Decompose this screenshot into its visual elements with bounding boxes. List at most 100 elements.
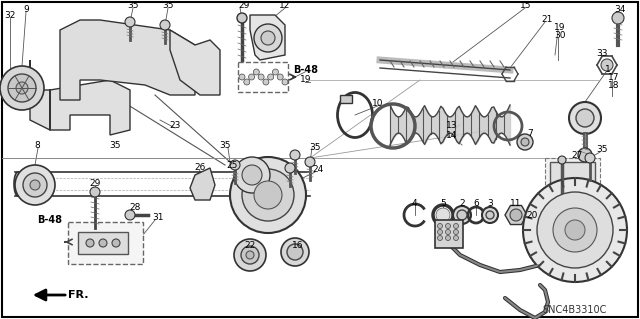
Bar <box>68 222 143 264</box>
Text: 34: 34 <box>614 5 626 14</box>
Circle shape <box>244 79 250 85</box>
Text: 35: 35 <box>109 142 121 151</box>
Circle shape <box>237 13 247 23</box>
Circle shape <box>16 82 28 94</box>
Circle shape <box>8 74 36 102</box>
Circle shape <box>612 12 624 24</box>
Circle shape <box>99 239 107 247</box>
Circle shape <box>263 79 269 85</box>
Circle shape <box>453 206 471 224</box>
Text: B-48: B-48 <box>294 65 319 75</box>
Circle shape <box>261 31 275 45</box>
Text: 30: 30 <box>554 32 566 41</box>
Circle shape <box>445 224 451 228</box>
Text: 2: 2 <box>459 198 465 207</box>
Circle shape <box>601 59 613 71</box>
Circle shape <box>230 157 306 233</box>
Circle shape <box>585 153 595 163</box>
Circle shape <box>241 246 259 264</box>
Text: 35: 35 <box>309 143 321 152</box>
Bar <box>550 162 595 189</box>
Text: 33: 33 <box>596 48 608 57</box>
Text: 35: 35 <box>163 2 173 11</box>
Text: 8: 8 <box>34 142 40 151</box>
Circle shape <box>0 66 44 110</box>
Circle shape <box>277 74 284 80</box>
Text: 5: 5 <box>440 198 446 207</box>
Text: 7: 7 <box>527 129 533 137</box>
Text: 12: 12 <box>279 2 291 11</box>
Bar <box>545 158 600 193</box>
Circle shape <box>160 20 170 30</box>
Circle shape <box>248 74 255 80</box>
Text: 15: 15 <box>520 2 532 11</box>
Bar <box>78 232 128 254</box>
Circle shape <box>486 211 494 219</box>
Text: 29: 29 <box>238 2 250 11</box>
Text: 19: 19 <box>554 24 566 33</box>
Text: 24: 24 <box>312 166 324 174</box>
Polygon shape <box>505 205 527 225</box>
Circle shape <box>521 138 529 146</box>
Bar <box>435 220 463 248</box>
Circle shape <box>517 134 533 150</box>
Text: 6: 6 <box>473 198 479 207</box>
Circle shape <box>234 157 270 193</box>
Circle shape <box>523 178 627 282</box>
Text: FR.: FR. <box>68 290 88 300</box>
Circle shape <box>239 74 245 80</box>
Circle shape <box>482 207 498 223</box>
Circle shape <box>510 209 522 221</box>
Text: B-48: B-48 <box>38 215 63 225</box>
Polygon shape <box>60 20 195 100</box>
Polygon shape <box>250 15 285 60</box>
Text: 29: 29 <box>90 179 100 188</box>
Circle shape <box>454 235 458 241</box>
Circle shape <box>230 160 240 170</box>
Circle shape <box>125 17 135 27</box>
Text: 19: 19 <box>300 76 312 85</box>
Circle shape <box>565 220 585 240</box>
Text: 35: 35 <box>127 2 139 11</box>
Text: 25: 25 <box>227 160 237 169</box>
Circle shape <box>576 109 594 127</box>
Circle shape <box>258 74 264 80</box>
Circle shape <box>253 69 259 75</box>
Text: 27: 27 <box>572 152 582 160</box>
Circle shape <box>457 210 467 220</box>
Bar <box>340 95 352 103</box>
Circle shape <box>438 235 442 241</box>
Text: 32: 32 <box>4 11 16 20</box>
Text: 16: 16 <box>292 241 304 250</box>
Circle shape <box>569 102 601 134</box>
Circle shape <box>553 208 597 252</box>
Circle shape <box>282 79 288 85</box>
Polygon shape <box>30 60 130 135</box>
Circle shape <box>438 229 442 234</box>
Circle shape <box>125 210 135 220</box>
Circle shape <box>454 229 458 234</box>
Text: 35: 35 <box>596 145 608 154</box>
Circle shape <box>537 192 613 268</box>
Polygon shape <box>190 168 215 200</box>
Text: 18: 18 <box>608 81 620 91</box>
Text: 11: 11 <box>510 198 522 207</box>
Text: SNC4B3310C: SNC4B3310C <box>543 305 607 315</box>
Circle shape <box>30 180 40 190</box>
Circle shape <box>242 165 262 185</box>
Circle shape <box>90 187 100 197</box>
Text: 28: 28 <box>129 204 141 212</box>
Text: 13: 13 <box>446 122 458 130</box>
Text: 21: 21 <box>541 16 553 25</box>
Circle shape <box>436 208 450 222</box>
Circle shape <box>254 181 282 209</box>
Text: 22: 22 <box>244 241 255 250</box>
Text: 10: 10 <box>372 99 384 108</box>
Circle shape <box>86 239 94 247</box>
Circle shape <box>558 156 566 164</box>
Text: 26: 26 <box>195 164 205 173</box>
Text: 1: 1 <box>605 65 611 75</box>
Circle shape <box>305 157 315 167</box>
Circle shape <box>438 224 442 228</box>
Circle shape <box>287 244 303 260</box>
